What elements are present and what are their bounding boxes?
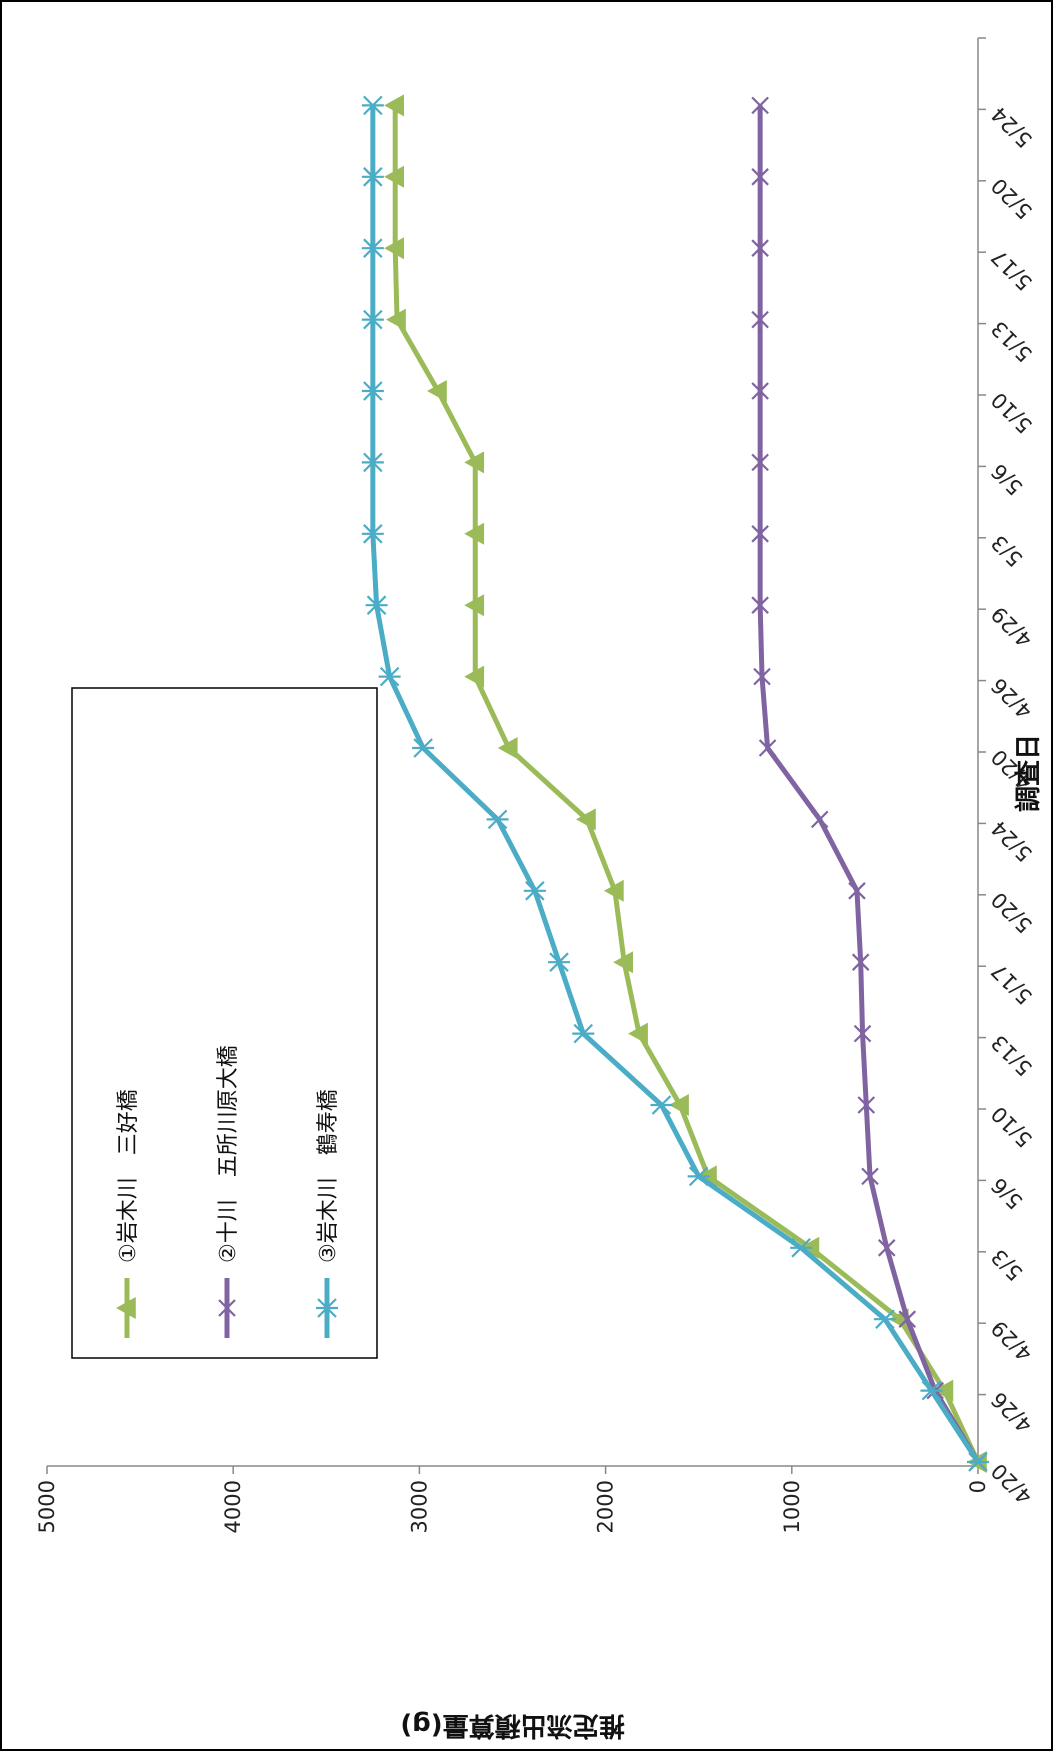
- series-2-line: [757, 105, 981, 1464]
- series-2-point: [751, 239, 769, 257]
- x-tick-label: 5/13: [987, 316, 1037, 366]
- x-tick-label: 5/10: [987, 387, 1037, 437]
- series-1-point: [497, 737, 518, 759]
- series-2-point: [853, 1024, 872, 1043]
- series-3-point: [365, 595, 388, 615]
- x-tick-label: 5/3: [987, 1244, 1028, 1285]
- series-1-point: [628, 1022, 648, 1045]
- series-2-point: [810, 810, 829, 829]
- series-3-point: [378, 666, 401, 687]
- series-3-point: [316, 1298, 338, 1318]
- series-3-point: [687, 1166, 710, 1187]
- series-2-point: [848, 882, 866, 900]
- series-1-point: [464, 451, 485, 474]
- x-tick-label: 4/29: [987, 1316, 1037, 1366]
- series-3-point: [967, 1452, 989, 1472]
- x-tick-label: 4/26: [987, 1387, 1037, 1437]
- series-1-point: [427, 380, 447, 402]
- series-3-point: [361, 452, 384, 473]
- series-1-point: [116, 1297, 136, 1319]
- series-2-point: [898, 1310, 917, 1328]
- series-3-point: [412, 738, 435, 758]
- series-2-point: [751, 596, 769, 614]
- x-tick-label: 5/6: [987, 459, 1028, 500]
- series-2-point: [751, 525, 769, 543]
- y-tick-label: 4000: [221, 1480, 245, 1533]
- legend-label: ②十川 五所川原大橋: [216, 1045, 241, 1263]
- series-1-point: [575, 808, 596, 831]
- series-2-point: [857, 1096, 876, 1114]
- series-1-line: [392, 105, 981, 1464]
- series-2-point: [751, 96, 769, 115]
- series-3-point: [523, 881, 546, 901]
- x-axis-title: 調査日: [1013, 734, 1044, 812]
- series-1-point: [603, 879, 624, 902]
- x-tick-label: 5/17: [987, 245, 1037, 295]
- legend-box: [71, 687, 378, 1359]
- series-3-point: [920, 1380, 943, 1401]
- x-tick-label: 5/10: [987, 1101, 1037, 1151]
- x-tick-label: 5/13: [987, 1030, 1037, 1080]
- series-1-point: [386, 308, 406, 331]
- series-2-point: [218, 1299, 236, 1317]
- x-tick-label: 5/20: [987, 887, 1037, 937]
- series-3-point: [548, 952, 571, 972]
- series-3-point: [873, 1309, 896, 1329]
- series-2-point: [751, 453, 769, 472]
- series-3-point: [361, 381, 384, 401]
- y-tick-label: 2000: [594, 1480, 618, 1533]
- series-1-point: [464, 522, 485, 545]
- series-3-point: [790, 1238, 813, 1258]
- series-1-point: [933, 1379, 954, 1402]
- series-2-point: [877, 1239, 896, 1257]
- y-tick-label: 5000: [35, 1480, 59, 1533]
- y-tick-label: 3000: [407, 1480, 431, 1533]
- series-3-point: [361, 309, 384, 330]
- series-3-point: [486, 809, 509, 830]
- series-2-point: [751, 168, 769, 186]
- series-1-point: [384, 165, 404, 188]
- legend-label: ①岩木川 三好橋: [116, 1089, 141, 1263]
- series-2-point: [851, 953, 870, 971]
- y-tick-label: 0: [966, 1480, 990, 1493]
- x-tick-label: 5/24: [987, 816, 1037, 866]
- series-1-point: [669, 1094, 689, 1116]
- x-tick-label: 5/17: [987, 959, 1037, 1009]
- series-3-point: [361, 238, 384, 258]
- series-3-line: [370, 105, 981, 1464]
- x-tick-label: 5/6: [987, 1173, 1028, 1214]
- series-1-point: [464, 594, 485, 617]
- series-1-point: [613, 951, 634, 974]
- y-tick-label: 1000: [780, 1480, 804, 1533]
- x-tick-label: 4/20: [987, 1458, 1037, 1508]
- series-3-point: [361, 524, 384, 544]
- series-2-point: [753, 667, 771, 686]
- x-tick-label: 5/20: [987, 173, 1037, 223]
- x-tick-label: 4/26: [987, 673, 1037, 723]
- x-tick-label: 5/3: [987, 530, 1028, 571]
- series-2-point: [751, 310, 769, 329]
- series-3-point: [572, 1023, 595, 1044]
- series-3-point: [650, 1095, 673, 1115]
- series-2-point: [861, 1167, 879, 1186]
- series-1-point: [384, 94, 404, 117]
- x-tick-label: 5/24: [987, 102, 1037, 152]
- series-1-point: [384, 237, 404, 260]
- series-2-point: [758, 739, 777, 757]
- y-axis-title: 推定流出積算量(g): [400, 1710, 624, 1741]
- series-1-point: [464, 665, 485, 688]
- legend-label: ③岩木川 鶴寿橋: [316, 1089, 341, 1263]
- series-3-point: [361, 95, 384, 116]
- series-3-point: [361, 167, 384, 187]
- series-2-point: [751, 382, 769, 400]
- x-tick-label: 4/29: [987, 602, 1037, 652]
